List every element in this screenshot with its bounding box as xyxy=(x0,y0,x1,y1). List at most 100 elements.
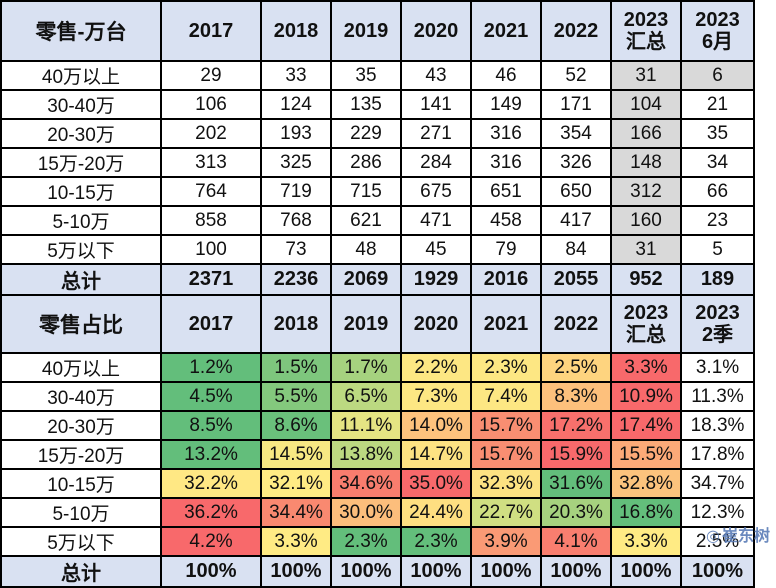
volume-cell: 675 xyxy=(400,176,472,207)
volume-cell: 284 xyxy=(400,147,472,178)
year-header: 2017 xyxy=(160,294,262,354)
share-cell: 1.5% xyxy=(260,352,332,383)
share-total-cell: 100% xyxy=(160,555,262,588)
share-rows: 40万以上 1.2% 1.5% 1.7% 2.2% 2.3% 2.5% 3.3% 3.1% 30-… xyxy=(0,352,755,557)
share-cell: 14.0% xyxy=(400,410,472,441)
volume-row: 30-40万 106 124 135 141 149 171 104 21 xyxy=(0,89,755,120)
share-row: 5万以下 4.2% 3.3% 2.3% 2.3% 3.9% 4.1% 3.3% 2.5% xyxy=(0,526,755,557)
volume-cell: 5 xyxy=(680,234,755,265)
share-row: 40万以上 1.2% 1.5% 1.7% 2.2% 2.3% 2.5% 3.3% 3.1% xyxy=(0,352,755,383)
volume-cell: 35 xyxy=(330,60,402,91)
share-cell: 4.1% xyxy=(540,526,612,557)
year-header: 2021 xyxy=(470,0,542,62)
volume-total-cell: 2069 xyxy=(330,263,402,296)
year-header: 2018 xyxy=(260,294,332,354)
volume-row: 15万-20万 313 325 286 284 316 326 148 34 xyxy=(0,147,755,178)
share-cell: 13.8% xyxy=(330,439,402,470)
share-cell: 35.0% xyxy=(400,468,472,499)
share-total-cell: 100% xyxy=(400,555,472,588)
volume-cell: 45 xyxy=(400,234,472,265)
share-cell: 15.9% xyxy=(540,439,612,470)
volume-cell: 141 xyxy=(400,89,472,120)
retail-table: 零售-万台 2017 2018 2019 2020 2021 2022 2023… xyxy=(0,0,755,588)
share-cell: 32.1% xyxy=(260,468,332,499)
volume-total-cell: 2236 xyxy=(260,263,332,296)
header-2023-june: 2023 6月 xyxy=(680,0,755,62)
year-header: 2019 xyxy=(330,294,402,354)
share-cell: 36.2% xyxy=(160,497,262,528)
volume-rows: 40万以上 29 33 35 43 46 52 31 6 30-40万 106 124 135 141 14… xyxy=(0,60,755,265)
header-2023-q2-year: 2023 xyxy=(695,302,740,324)
share-cell: 34.6% xyxy=(330,468,402,499)
share-cell: 3.3% xyxy=(610,352,682,383)
header-2023-june-sub: 6月 xyxy=(701,31,734,53)
header-2023-total: 2023 汇总 xyxy=(610,294,682,354)
year-header: 2018 xyxy=(260,0,332,62)
price-band-label: 5-10万 xyxy=(0,497,162,528)
share-cell: 2.3% xyxy=(470,352,542,383)
share-cell: 32.3% xyxy=(470,468,542,499)
volume-cell: 719 xyxy=(260,176,332,207)
volume-cell: 354 xyxy=(540,118,612,149)
volume-cell: 325 xyxy=(260,147,332,178)
price-band-label: 20-30万 xyxy=(0,410,162,441)
volume-header-row: 零售-万台 2017 2018 2019 2020 2021 2022 2023… xyxy=(0,0,755,62)
share-row: 20-30万 8.5% 8.6% 11.1% 14.0% 15.7% 17.2% 17.4% 1… xyxy=(0,410,755,441)
share-cell: 20.3% xyxy=(540,497,612,528)
volume-cell: 148 xyxy=(610,147,682,178)
volume-cell: 6 xyxy=(680,60,755,91)
header-2023-total-sub: 汇总 xyxy=(626,31,666,53)
volume-cell: 286 xyxy=(330,147,402,178)
share-cell: 7.4% xyxy=(470,381,542,412)
share-total-cell: 100% xyxy=(470,555,542,588)
volume-cell: 31 xyxy=(610,234,682,265)
share-cell: 8.5% xyxy=(160,410,262,441)
volume-row: 10-15万 764 719 715 675 651 650 312 66 xyxy=(0,176,755,207)
price-band-label: 30-40万 xyxy=(0,381,162,412)
price-band-label: 5万以下 xyxy=(0,234,162,265)
share-row: 10-15万 32.2% 32.1% 34.6% 35.0% 32.3% 31.6% 32.8… xyxy=(0,468,755,499)
share-cell: 22.7% xyxy=(470,497,542,528)
share-header-label: 零售占比 xyxy=(0,294,162,354)
share-cell: 2.3% xyxy=(400,526,472,557)
share-cell: 3.9% xyxy=(470,526,542,557)
volume-cell: 35 xyxy=(680,118,755,149)
share-cell: 3.3% xyxy=(260,526,332,557)
volume-cell: 43 xyxy=(400,60,472,91)
header-2023-total-year: 2023 xyxy=(623,302,669,324)
share-cell: 8.6% xyxy=(260,410,332,441)
volume-cell: 715 xyxy=(330,176,402,207)
volume-cell: 193 xyxy=(260,118,332,149)
volume-cell: 23 xyxy=(680,205,755,236)
year-header: 2019 xyxy=(330,0,402,62)
volume-cell: 106 xyxy=(160,89,262,120)
share-cell: 3.3% xyxy=(610,526,682,557)
header-2023-total-year: 2023 xyxy=(623,9,669,31)
volume-cell: 46 xyxy=(470,60,542,91)
volume-cell: 124 xyxy=(260,89,332,120)
volume-cell: 458 xyxy=(470,205,542,236)
share-cell: 24.4% xyxy=(400,497,472,528)
share-cell: 34.4% xyxy=(260,497,332,528)
volume-cell: 135 xyxy=(330,89,402,120)
volume-cell: 229 xyxy=(330,118,402,149)
volume-cell: 171 xyxy=(540,89,612,120)
share-cell: 2.3% xyxy=(330,526,402,557)
volume-total-cell: 2371 xyxy=(160,263,262,296)
volume-cell: 34 xyxy=(680,147,755,178)
price-band-label: 40万以上 xyxy=(0,60,162,91)
volume-row: 40万以上 29 33 35 43 46 52 31 6 xyxy=(0,60,755,91)
share-cell: 17.4% xyxy=(610,410,682,441)
volume-cell: 417 xyxy=(540,205,612,236)
volume-cell: 52 xyxy=(540,60,612,91)
volume-cell: 858 xyxy=(160,205,262,236)
share-cell: 6.5% xyxy=(330,381,402,412)
share-total-cell: 100% xyxy=(540,555,612,588)
share-cell: 11.3% xyxy=(680,381,755,412)
share-cell: 30.0% xyxy=(330,497,402,528)
volume-cell: 73 xyxy=(260,234,332,265)
share-cell: 16.8% xyxy=(610,497,682,528)
volume-cell: 66 xyxy=(680,176,755,207)
price-band-label: 15万-20万 xyxy=(0,147,162,178)
price-band-label: 30-40万 xyxy=(0,89,162,120)
